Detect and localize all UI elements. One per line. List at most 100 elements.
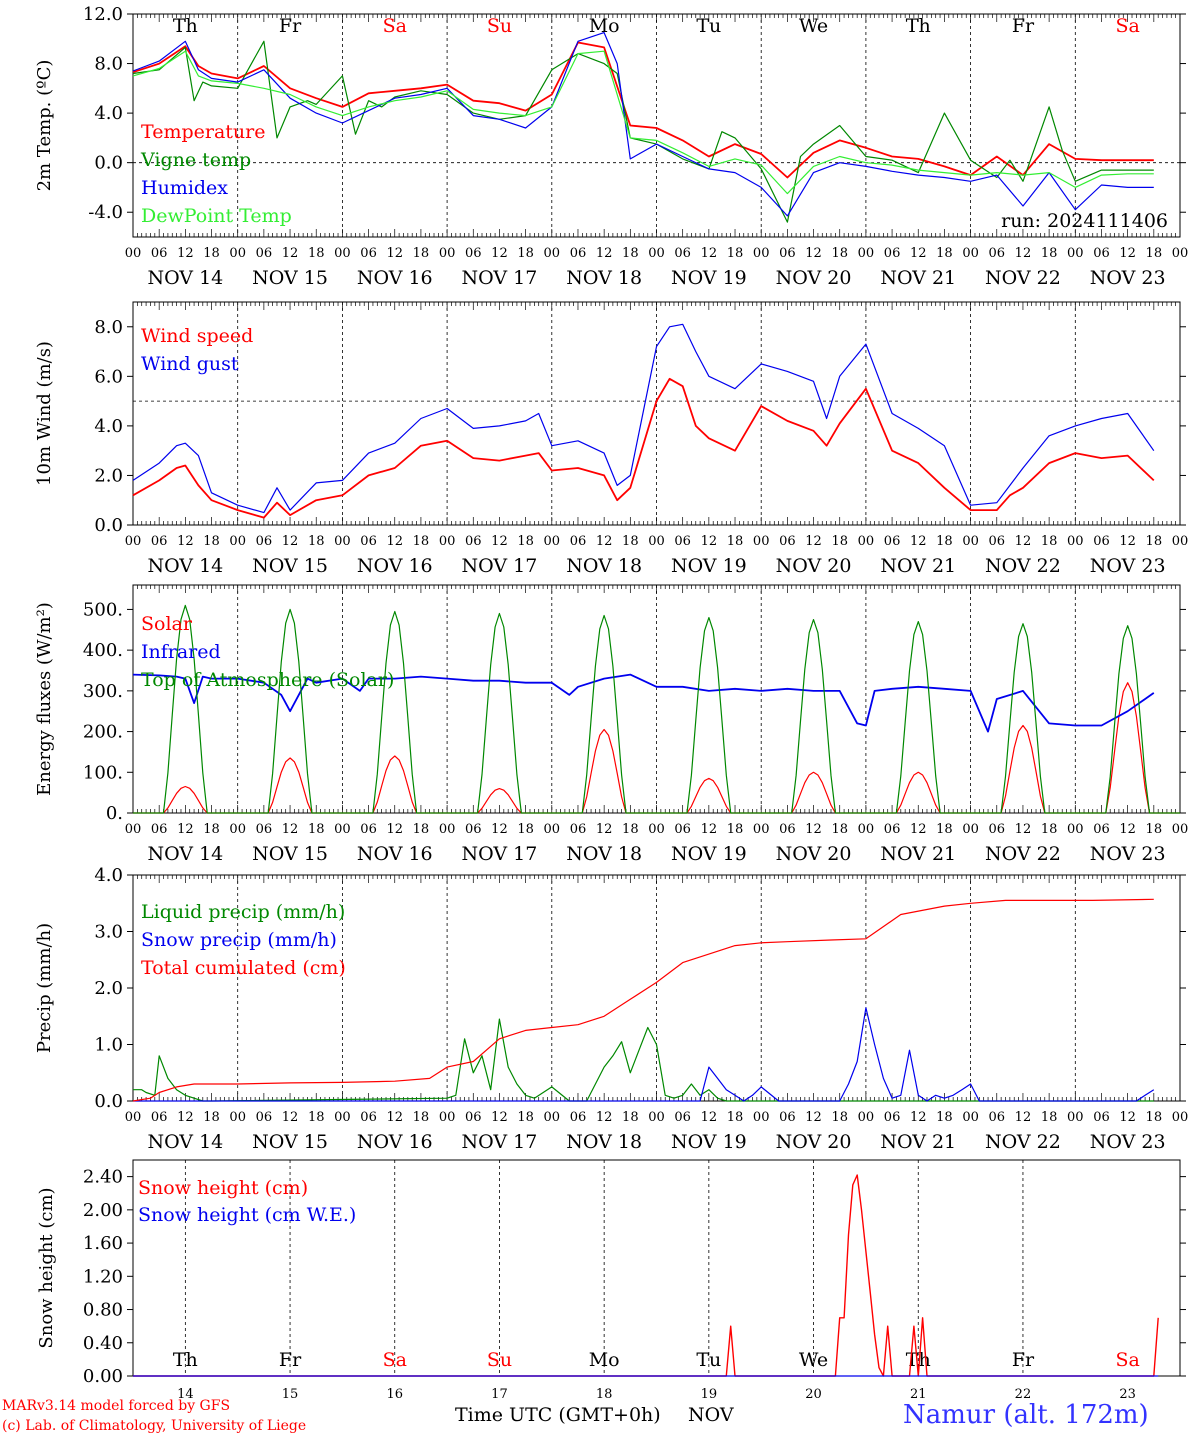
y-tick-label: 0.0 (94, 515, 123, 536)
legend-entry: Total cumulated (cm) (141, 957, 346, 979)
hour-tick-label: 12 (1015, 822, 1032, 837)
date-tick-label: NOV 14 (147, 555, 223, 577)
legend-entry: Humidex (141, 177, 228, 199)
date-tick-label: NOV 23 (1090, 555, 1166, 577)
legend-entry: Wind gust (141, 353, 239, 375)
hour-tick-label: 00 (334, 1110, 351, 1125)
y-axis-label: Snow height (cm) (36, 1187, 57, 1348)
y-tick-label: 500. (83, 599, 123, 620)
y-tick-label: 4.0 (94, 416, 123, 437)
weekday-label: Tu (696, 15, 721, 37)
hour-tick-label: 18 (1041, 534, 1058, 549)
hour-tick-label: 06 (674, 1110, 691, 1125)
hour-tick-label: 12 (805, 1110, 822, 1125)
hour-tick-label: 06 (151, 534, 168, 549)
hour-tick-label: 00 (858, 534, 875, 549)
hour-tick-label: 00 (1067, 246, 1084, 261)
hour-tick-label: 00 (334, 822, 351, 837)
hour-tick-label: 18 (203, 534, 220, 549)
date-tick-label: NOV 21 (880, 267, 956, 289)
hour-tick-label: 06 (674, 246, 691, 261)
hour-tick-label: 18 (413, 246, 430, 261)
hour-tick-label: 18 (517, 246, 534, 261)
hour-tick-label: 12 (1119, 246, 1136, 261)
weekday-label: We (799, 15, 828, 37)
hour-tick-label: 00 (229, 246, 246, 261)
hour-tick-label: 12 (386, 1110, 403, 1125)
hour-tick-label: 18 (831, 822, 848, 837)
hour-tick-label: 06 (570, 822, 587, 837)
hour-tick-label: 12 (596, 246, 613, 261)
hour-tick-label: 18 (831, 1110, 848, 1125)
hour-tick-label: 06 (1093, 1110, 1110, 1125)
date-tick-label: NOV 15 (252, 555, 328, 577)
x-axis-label: Time UTC (GMT+0h) (455, 1404, 661, 1426)
y-axis-label: Precip (mm/h) (34, 923, 55, 1053)
legend-entry: Top of Atmosphere (Solar) (141, 669, 394, 691)
weekday-label: Tu (696, 1349, 721, 1371)
day-number-label: 20 (805, 1387, 822, 1402)
hour-tick-label: 12 (805, 534, 822, 549)
hour-tick-label: 06 (884, 534, 901, 549)
hour-tick-label: 12 (1119, 1110, 1136, 1125)
hour-tick-label: 18 (727, 1110, 744, 1125)
series-line (132, 31, 1154, 217)
hour-tick-label: 00 (753, 822, 770, 837)
hour-tick-label: 00 (439, 534, 456, 549)
series-line (132, 323, 1155, 514)
hour-tick-label: 06 (360, 246, 377, 261)
hour-tick-label: 12 (177, 534, 194, 549)
hour-tick-label: 06 (256, 534, 273, 549)
date-tick-label: NOV 14 (147, 267, 223, 289)
weekday-label: Th (173, 15, 198, 37)
hour-tick-label: 18 (413, 1110, 430, 1125)
hour-tick-label: 00 (334, 246, 351, 261)
weekday-label: Su (487, 15, 512, 37)
hour-tick-label: 06 (360, 534, 377, 549)
hour-tick-label: 12 (282, 822, 299, 837)
date-tick-label: NOV 22 (985, 555, 1061, 577)
hour-tick-label: 00 (858, 246, 875, 261)
hour-tick-label: 12 (1015, 1110, 1032, 1125)
weekday-label: Fr (1012, 15, 1035, 37)
series-line (132, 41, 1154, 179)
hour-tick-label: 18 (1041, 246, 1058, 261)
hour-tick-label: 00 (229, 534, 246, 549)
hour-tick-label: 06 (570, 246, 587, 261)
hour-tick-label: 12 (910, 246, 927, 261)
hour-tick-label: 12 (1119, 534, 1136, 549)
legend-entry: Wind speed (141, 325, 253, 347)
hour-tick-label: 06 (884, 822, 901, 837)
hour-tick-label: 00 (648, 534, 665, 549)
hour-tick-label: 06 (779, 534, 796, 549)
series-line (133, 1007, 1155, 1102)
plot-frame (132, 301, 1181, 526)
day-number-label: 22 (1015, 1387, 1032, 1402)
date-tick-label: NOV 17 (462, 1131, 538, 1153)
date-tick-label: NOV 16 (357, 1131, 433, 1153)
weekday-label: Th (906, 15, 931, 37)
hour-tick-label: 00 (544, 1110, 561, 1125)
hour-tick-label: 18 (936, 534, 953, 549)
date-tick-label: NOV 16 (357, 843, 433, 865)
hour-tick-label: 06 (256, 246, 273, 261)
date-tick-label: NOV 21 (880, 1131, 956, 1153)
hour-tick-label: 12 (177, 822, 194, 837)
hour-tick-label: 00 (1067, 1110, 1084, 1125)
hour-tick-label: 06 (1093, 822, 1110, 837)
hour-tick-label: 18 (308, 822, 325, 837)
hour-tick-label: 18 (308, 1110, 325, 1125)
hour-tick-label: 12 (701, 246, 718, 261)
panel-1: 12.0 8.0 4.0 0.0 -4.0 2m Temp. (ºC) 00 06 12 18 NO… (34, 4, 1188, 289)
month-label: NOV (688, 1404, 734, 1426)
hour-tick-label: 00 (858, 1110, 875, 1125)
hour-tick-label: 00 (858, 822, 875, 837)
hour-tick-label: 18 (727, 246, 744, 261)
y-tick-label: 2.0 (94, 978, 123, 999)
hour-tick-label: 12 (1015, 246, 1032, 261)
hour-tick-label: 00 (125, 822, 142, 837)
hour-tick-label: 18 (1146, 246, 1163, 261)
station-name: Namur (alt. 172m) (903, 1400, 1149, 1430)
hour-tick-label: 18 (727, 822, 744, 837)
